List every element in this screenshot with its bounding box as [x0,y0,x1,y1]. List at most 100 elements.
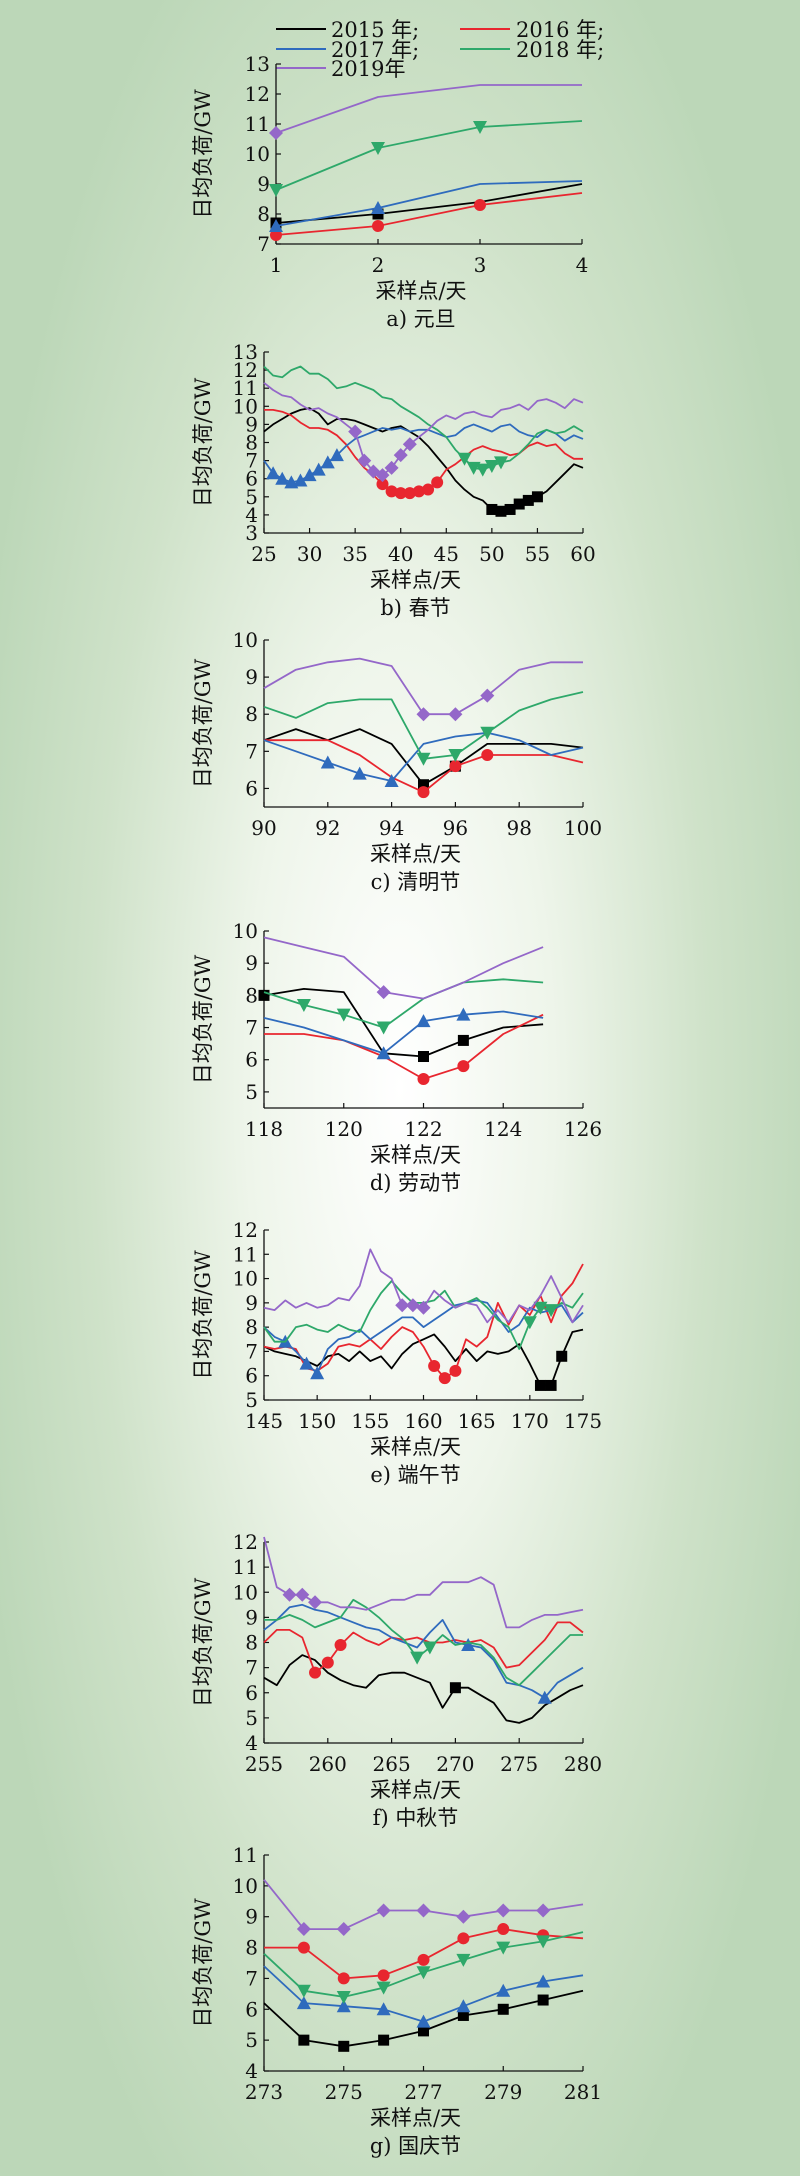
x-tick-label: 94 [379,816,404,840]
data-point-2019 [269,126,283,140]
x-tick-label: 40 [388,542,413,566]
x-tick-label: 273 [245,2080,283,2104]
data-point-2015 [486,503,498,515]
x-axis-label: 采样点/天 [370,1778,461,1802]
data-point-2015 [338,2040,350,2052]
data-point-2018 [371,142,385,155]
series-line-2015 [263,1328,584,1387]
data-point-2019 [405,1298,420,1313]
data-point-2015 [449,1682,461,1694]
subplot-caption: g) 国庆节 [370,2134,461,2158]
series-2019 [263,1536,584,1629]
data-point-2015 [513,498,525,510]
series-line-2015 [275,183,583,224]
data-point-2017 [496,1983,511,1997]
y-tick-label: 8 [245,1315,258,1339]
x-tick-label: 277 [404,2080,442,2104]
x-axis-label: 采样点/天 [370,1435,461,1459]
data-point-2018 [448,749,463,763]
data-point-2016 [417,786,430,799]
data-point-2018 [484,460,499,474]
x-tick-label: 2 [372,253,385,277]
y-tick-label: 6 [245,1681,258,1705]
y-tick-label: 7 [257,232,270,256]
x-tick-label: 118 [245,1117,283,1141]
data-point-2018 [457,452,472,466]
series-2018 [263,1931,584,2004]
series-line-2015 [263,988,544,1058]
series-2019 [263,1879,584,1937]
data-point-2015 [457,2009,469,2021]
data-point-2017 [536,1974,551,1988]
series-line-2017 [263,731,584,782]
data-point-2018 [533,1301,548,1315]
data-point-2018 [336,1990,351,2004]
legend-label-2019: 2019年 [331,57,405,81]
x-tick-label: 265 [373,1752,411,1776]
y-tick-label: 11 [233,1843,258,1867]
subplot-3: 6 7 8 9 10 90 92 94 96 98 100 采样点/天 日均负荷/GW c) 清明节 [191,628,602,894]
x-tick-label: 150 [298,1409,336,1433]
y-tick-label: 4 [245,503,258,527]
x-tick-label: 3 [474,253,487,277]
series-line-2017 [263,1603,584,1699]
y-tick-label: 5 [245,1080,258,1104]
data-point-2017 [537,1690,552,1704]
data-point-2018 [416,752,431,766]
data-point-2016 [297,1941,310,1954]
subplot-caption: d) 劳动节 [370,1171,461,1195]
data-point-2019 [375,468,390,483]
data-point-2016 [438,1372,451,1385]
data-point-2019 [496,1903,511,1918]
y-tick-label: 9 [257,172,270,196]
data-point-2015 [457,1034,469,1046]
data-point-2019 [536,1903,551,1918]
legend-label-2017: 2017 年; [331,38,419,62]
x-tick-label: 92 [315,816,340,840]
subplot-caption: c) 清明节 [371,870,461,894]
y-tick-label: 6 [245,467,258,491]
data-point-2016 [449,760,462,773]
y-tick-label: 6 [245,1997,258,2021]
data-point-2015 [258,989,270,1001]
y-axis-label: 日均负荷/GW [191,1250,215,1380]
series-2019 [263,936,544,1000]
y-axis-label: 日均负荷/GW [191,89,215,219]
legend-label-2016: 2016 年; [516,18,604,42]
data-point-2019 [376,1903,391,1918]
y-tick-label: 4 [245,1731,258,1755]
subplot-caption: e) 端午节 [370,1463,460,1487]
data-point-2019 [416,707,431,722]
subplot-caption: a) 元旦 [386,307,455,331]
data-point-2016 [417,1073,430,1086]
data-point-2018 [496,1941,511,1955]
data-point-2016 [481,749,494,762]
series-2018 [263,365,584,477]
legend-label-2018: 2018 年; [516,38,604,62]
x-tick-label: 170 [511,1409,549,1433]
y-tick-label: 8 [257,202,270,226]
series-2018 [263,691,584,766]
x-tick-label: 96 [443,816,468,840]
data-point-2016 [337,1972,350,1985]
data-point-2017 [302,468,317,482]
data-point-2019 [308,1595,323,1610]
series-line-2018 [263,365,584,471]
series-2017 [263,1965,584,2028]
x-tick-label: 45 [434,542,459,566]
y-tick-label: 5 [245,1706,258,1730]
data-point-2016 [428,1360,441,1372]
x-tick-label: 275 [325,2080,363,2104]
data-point-2019 [357,453,372,468]
data-point-2019 [416,1300,431,1315]
data-point-2016 [457,1932,470,1945]
series-2017 [263,1007,544,1060]
data-point-2019 [348,424,363,439]
y-tick-label: 7 [245,1016,258,1040]
data-point-2017 [456,1007,471,1021]
data-point-2015 [418,779,429,791]
x-axis-label: 采样点/天 [370,842,461,866]
y-tick-label: 9 [245,412,258,436]
x-tick-label: 145 [245,1409,283,1433]
